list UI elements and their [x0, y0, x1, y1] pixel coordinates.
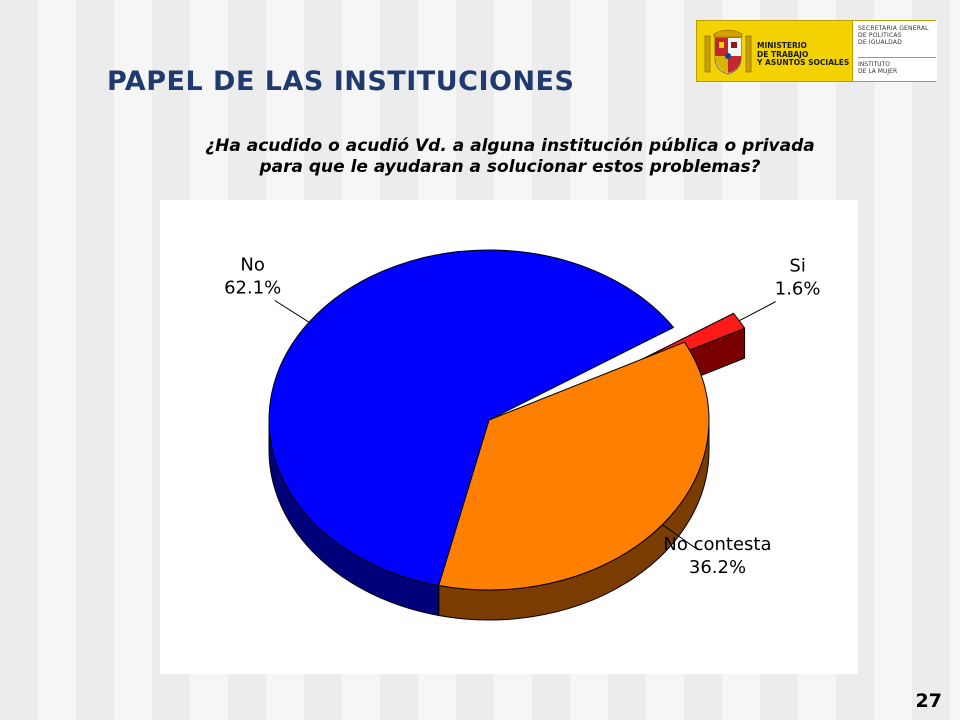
- instituto-name: INSTITUTO DE LA MUJER: [858, 57, 936, 75]
- page-number: 27: [915, 690, 942, 712]
- coat-of-arms-icon: [704, 29, 752, 75]
- ministry-logo: MINISTERIO DE TRABAJO Y ASUNTOS SOCIALES…: [696, 20, 937, 82]
- pie-chart-area: Si 1.6% No contesta 36.2% No 62.1%: [160, 200, 858, 674]
- slice-no-contesta: [438, 341, 710, 591]
- slice-label-no: No: [240, 254, 264, 275]
- logo-right-panel: SECRETARIA GENERAL DE POLITICAS DE IGUAL…: [852, 21, 937, 81]
- slice-value-label-no-contesta: 36.2%: [689, 557, 746, 578]
- survey-question: ¿Ha acudido o acudió Vd. a alguna instit…: [160, 136, 860, 178]
- slice-value-label-si: 1.6%: [775, 279, 821, 300]
- slice-label-si: Si: [789, 256, 805, 277]
- ministry-name: MINISTERIO DE TRABAJO Y ASUNTOS SOCIALES: [757, 41, 850, 67]
- leader-line-no: [274, 299, 310, 323]
- question-line-2: para que le ayudaran a solucionar estos …: [259, 157, 761, 177]
- question-line-1: ¿Ha acudido o acudió Vd. a alguna instit…: [205, 136, 815, 156]
- leader-line-si: [739, 301, 776, 322]
- slice-label-no-contesta: No contesta: [663, 534, 771, 555]
- leader-line-no-contesta: [662, 524, 696, 549]
- slice-no: [268, 249, 675, 587]
- slide-title: PAPEL DE LAS INSTITUCIONES: [107, 66, 575, 97]
- slice-value-label-no: 62.1%: [224, 277, 281, 298]
- secretaria-name: SECRETARIA GENERAL DE POLITICAS DE IGUAL…: [858, 25, 929, 46]
